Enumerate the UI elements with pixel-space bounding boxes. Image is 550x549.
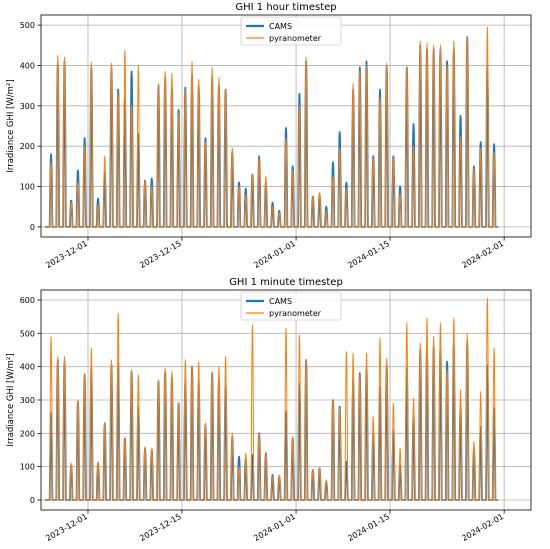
series-line-pyranometer (45, 26, 499, 228)
y-tick-label: 300 (20, 396, 35, 405)
y-axis-label: Irradiance GHI [W/m²] (6, 353, 16, 446)
legend-box (240, 16, 342, 46)
y-tick-label: 500 (20, 21, 35, 30)
y-tick-label: 100 (20, 463, 35, 472)
series-line-pyranometer (45, 297, 499, 501)
y-tick-label: 200 (20, 429, 35, 438)
chart-1: GHI 1 hour timestep 0 100 200 300 400 500 2023-… (6, 2, 532, 270)
legend-label-pyranometer: pyranometer (269, 34, 322, 43)
y-tick-label: 500 (20, 329, 35, 338)
x-tick-label: 2024-02-01 (460, 512, 505, 543)
y-tick-label: 600 (20, 296, 35, 305)
plot-frame (40, 14, 532, 238)
x-tick-label: 2024-01-15 (346, 512, 391, 543)
y-tick-label: 0 (30, 223, 35, 232)
x-tick-label: 2023-12-15 (138, 512, 183, 543)
legend-label-pyranometer: pyranometer (269, 309, 322, 318)
x-tick-label: 2024-02-01 (460, 239, 505, 270)
y-tick-label: 400 (20, 363, 35, 372)
x-tick-label: 2024-01-01 (252, 512, 297, 543)
legend: CAMS pyranometer (240, 291, 342, 321)
legend-label-cams: CAMS (269, 297, 292, 306)
x-tick-label: 2023-12-15 (138, 239, 183, 270)
x-tick-label: 2023-12-01 (44, 239, 89, 270)
x-tick-label: 2024-01-01 (252, 239, 297, 270)
chart-2: GHI 1 minute timestep 0 100 200 300 400 500 600… (6, 277, 532, 543)
y-axis-label: Irradiance GHI [W/m²] (6, 79, 16, 172)
y-tick-label: 300 (20, 102, 35, 111)
y-tick-label: 400 (20, 61, 35, 70)
y-tick-label: 200 (20, 142, 35, 151)
legend-label-cams: CAMS (269, 22, 292, 31)
legend: CAMS pyranometer (240, 16, 342, 46)
x-tick-label: 2024-01-15 (346, 239, 391, 270)
legend-box (240, 291, 342, 321)
x-tick-label: 2023-12-01 (44, 512, 89, 543)
y-tick-label: 0 (30, 496, 35, 505)
chart-title: GHI 1 minute timestep (229, 277, 343, 288)
y-tick-label: 100 (20, 183, 35, 192)
chart-title: GHI 1 hour timestep (235, 2, 336, 13)
